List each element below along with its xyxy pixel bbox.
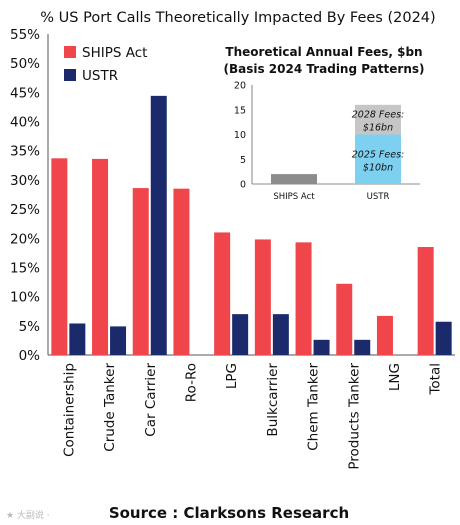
bar-ustr xyxy=(110,326,127,355)
category-label: LNG xyxy=(387,363,403,391)
chart-title: % US Port Calls Theoretically Impacted B… xyxy=(40,10,435,26)
bar-ships-act xyxy=(417,247,434,355)
inset-segment-label: $16bn xyxy=(363,123,393,134)
inset-segment-label: $10bn xyxy=(363,162,393,173)
category-label: Chem Tanker xyxy=(306,363,322,451)
bar-ships-act xyxy=(132,188,149,355)
inset-title-line-2: (Basis 2024 Trading Patterns) xyxy=(223,62,424,76)
inset-y-tick-label: 10 xyxy=(234,130,246,141)
y-tick-label: 10% xyxy=(10,290,40,306)
inset-y-tick-label: 5 xyxy=(240,155,246,166)
y-tick-label: 25% xyxy=(10,202,40,218)
category-label: Containership xyxy=(61,363,77,457)
bar-ships-act xyxy=(51,158,68,355)
bar-ships-act xyxy=(336,283,353,355)
legend-swatch-ustr xyxy=(64,69,76,81)
inset-title-line-1: Theoretical Annual Fees, $bn xyxy=(225,45,422,59)
inset-chart: Theoretical Annual Fees, $bn (Basis 2024… xyxy=(223,45,424,202)
category-label: LPG xyxy=(224,363,240,389)
legend-label-ustr: USTR xyxy=(82,68,118,84)
category-labels: Containership Crude Tanker Car Carrier Ro-R… xyxy=(61,363,443,470)
bar-ustr xyxy=(232,314,249,355)
inset-y-tick-label: 15 xyxy=(234,105,246,116)
legend: SHIPS Act USTR xyxy=(64,45,147,84)
bar-ustr xyxy=(354,339,371,355)
inset-segment-label: 2025 Fees: xyxy=(352,149,405,160)
inset-bar-segment xyxy=(355,134,401,184)
category-label: Crude Tanker xyxy=(102,363,118,452)
main-bars xyxy=(51,95,452,356)
y-tick-label: 50% xyxy=(10,56,40,72)
bar-ships-act xyxy=(173,188,190,355)
category-label: Car Carrier xyxy=(143,363,159,437)
category-label: Ro-Ro xyxy=(183,363,199,402)
inset-y-tick-label: 0 xyxy=(240,180,246,191)
category-label: Total xyxy=(428,363,444,396)
source-note: Source : Clarksons Research xyxy=(109,504,349,522)
bar-ustr xyxy=(150,95,167,356)
y-tick-label: 35% xyxy=(10,144,40,160)
y-tick-label: 15% xyxy=(10,260,40,276)
inset-bar-segment xyxy=(355,104,401,135)
inset-category-label: SHIPS Act xyxy=(273,192,315,202)
y-tick-label: 40% xyxy=(10,115,40,131)
category-label: Bulkcarrier xyxy=(265,363,281,437)
y-tick-label: 5% xyxy=(19,319,41,335)
y-tick-label: 0% xyxy=(19,348,41,364)
y-tick-label: 30% xyxy=(10,173,40,189)
y-tick-label: 45% xyxy=(10,85,40,101)
bar-ships-act xyxy=(254,239,271,355)
bar-ustr xyxy=(69,323,86,355)
bar-ships-act xyxy=(214,232,231,355)
main-y-axis: 0% 5% 10% 15% 20% 25% 30% 35% 40% 45% 50% 55% xyxy=(10,27,455,364)
category-label: Products Tanker xyxy=(346,363,362,470)
bar-ships-act xyxy=(295,242,312,355)
bar-ustr xyxy=(435,321,452,355)
legend-label-ships-act: SHIPS Act xyxy=(82,45,147,61)
inset-y-tick-label: 20 xyxy=(234,81,246,92)
inset-bar-segment xyxy=(271,174,317,184)
bar-ustr xyxy=(313,339,330,355)
bar-ships-act xyxy=(92,158,109,355)
y-tick-label: 55% xyxy=(10,27,40,43)
legend-swatch-ships-act xyxy=(64,46,76,58)
inset-segment-label: 2028 Fees: xyxy=(352,110,405,121)
y-tick-label: 20% xyxy=(10,231,40,247)
bar-ustr xyxy=(272,314,289,355)
watermark: ★ 大副说 · xyxy=(6,509,50,521)
inset-category-label: USTR xyxy=(367,192,390,202)
inset-bars: SHIPS Act 2025 Fees: $10bn 2028 Fees: $16bn U… xyxy=(271,104,405,202)
bar-ships-act xyxy=(376,315,393,355)
